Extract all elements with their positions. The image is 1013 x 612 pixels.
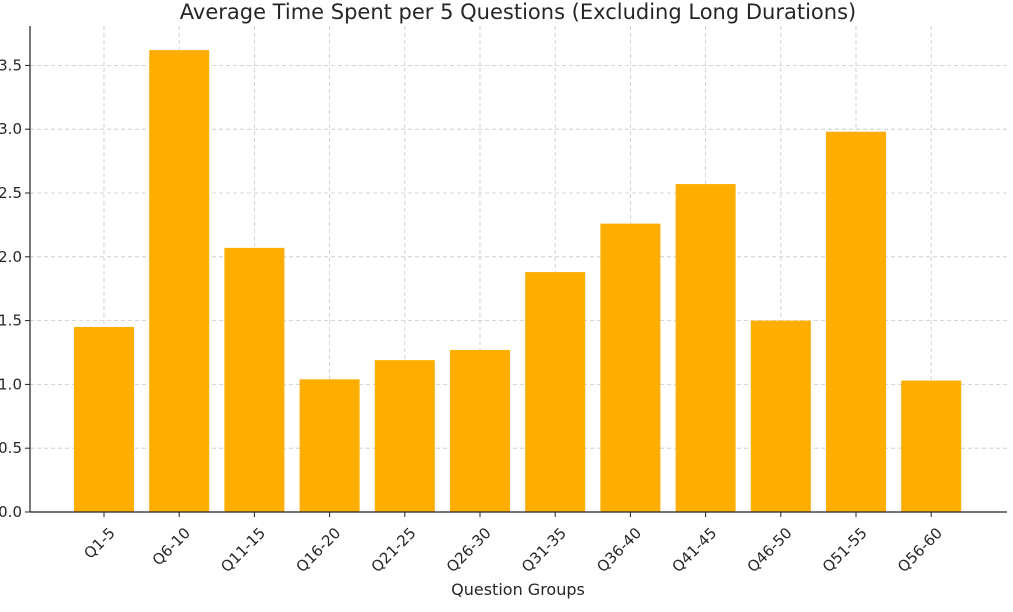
y-tick-label: 1.0 — [0, 375, 22, 393]
bar-q11-15 — [224, 247, 285, 513]
bar-q26-30 — [450, 349, 510, 512]
x-tick-label: Q51-55 — [819, 524, 871, 576]
bar-q21-25 — [374, 360, 435, 512]
chart-title: Average Time Spent per 5 Questions (Excl… — [180, 0, 856, 24]
bars — [74, 50, 962, 513]
x-tick-label: Q31-35 — [518, 524, 570, 576]
x-tick-label: Q16-20 — [292, 524, 344, 576]
bar-q31-35 — [525, 272, 586, 512]
y-tick-label: 3.0 — [0, 120, 22, 138]
y-tick-label: 2.0 — [0, 248, 22, 266]
bar-q16-20 — [299, 379, 360, 512]
y-tick-label: 2.5 — [0, 184, 22, 202]
x-tick-label: Q6-10 — [149, 524, 194, 569]
bar-q46-50 — [750, 320, 811, 512]
bar-q1-5 — [74, 326, 134, 512]
x-tick-label: Q46-50 — [744, 524, 796, 576]
x-tick-label: Q41-45 — [668, 524, 720, 576]
x-tick-label: Q56-60 — [894, 524, 946, 576]
axes — [29, 26, 1007, 513]
y-tick-label: 0.0 — [0, 503, 22, 521]
bar-q51-55 — [826, 131, 886, 512]
y-tick-label: 3.5 — [0, 56, 22, 74]
bar-q56-60 — [901, 380, 962, 512]
x-tick-label: Q11-15 — [217, 524, 269, 576]
x-tick-label: Q21-25 — [368, 524, 420, 576]
x-axis-label: Question Groups — [451, 580, 585, 599]
y-tick-label: 1.5 — [0, 312, 22, 330]
bar-q41-45 — [675, 184, 736, 512]
y-tick-label: 0.5 — [0, 439, 22, 457]
y-axis-ticks: 0.0 0.5 1.0 1.5 2.0 2.5 3.0 3.5 — [0, 56, 30, 521]
bar-q36-40 — [600, 223, 661, 512]
x-tick-label: Q36-40 — [593, 524, 645, 576]
x-tick-label: Q26-30 — [443, 524, 495, 576]
bar-q6-10 — [149, 50, 210, 512]
x-axis-ticks: Q1-5 Q6-10 Q11-15 Q16-20 Q21-25 Q26-30 Q31-35 Q… — [80, 512, 946, 576]
x-tick-label: Q1-5 — [80, 524, 118, 562]
